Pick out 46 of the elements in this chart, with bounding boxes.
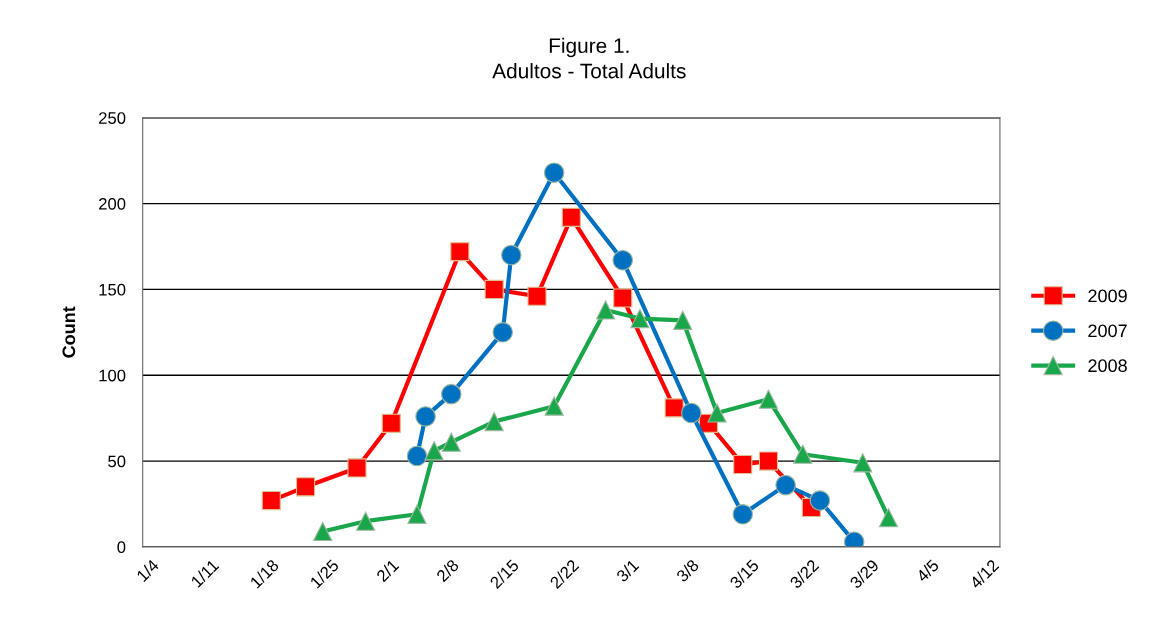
legend-label: 2008 <box>1088 359 1127 373</box>
chart-subtitle: Adultos - Total Adults <box>492 63 686 79</box>
point <box>415 406 436 427</box>
point <box>441 432 461 452</box>
point <box>381 413 401 433</box>
y-tick-label: 250 <box>99 112 126 124</box>
point <box>484 279 504 299</box>
chart-title: Figure 1. <box>549 37 629 58</box>
point <box>758 389 779 409</box>
point <box>853 453 873 473</box>
x-tick-label: 3/8 <box>675 558 700 583</box>
point <box>313 521 333 542</box>
point <box>450 242 470 262</box>
point <box>406 445 428 467</box>
x-tick-label: 3/1 <box>615 558 640 583</box>
y-tick-label: 150 <box>99 283 126 296</box>
point <box>809 490 831 511</box>
point <box>793 444 813 464</box>
point <box>441 383 462 405</box>
x-tick-label: 1/11 <box>190 558 220 588</box>
y-tick-label: 200 <box>99 197 126 210</box>
point <box>355 511 376 531</box>
x-tick-label: 2/8 <box>435 558 460 583</box>
point <box>732 504 754 525</box>
point <box>775 474 796 496</box>
point <box>347 458 367 478</box>
y-tick-label: 0 <box>117 541 126 554</box>
point <box>424 441 444 461</box>
point <box>733 454 753 475</box>
x-tick-label: 4/12 <box>968 558 1000 590</box>
point <box>758 451 779 471</box>
x-tick-label: 2/1 <box>375 558 400 583</box>
x-tick-label: 3/22 <box>788 558 820 590</box>
y-axis-title: Count <box>62 306 76 358</box>
x-tick-label: 1/4 <box>135 558 160 583</box>
point <box>492 322 513 343</box>
y-tick-label: 50 <box>108 455 126 468</box>
legend-label: 2009 <box>1088 289 1127 303</box>
legend-label: 2007 <box>1088 324 1127 338</box>
point <box>878 508 899 528</box>
point <box>707 403 727 423</box>
y-tick-label: 100 <box>99 369 126 382</box>
point <box>407 504 427 524</box>
x-tick-label: 4/5 <box>915 558 940 583</box>
point <box>484 412 504 432</box>
x-tick-label: 3/29 <box>848 558 880 590</box>
